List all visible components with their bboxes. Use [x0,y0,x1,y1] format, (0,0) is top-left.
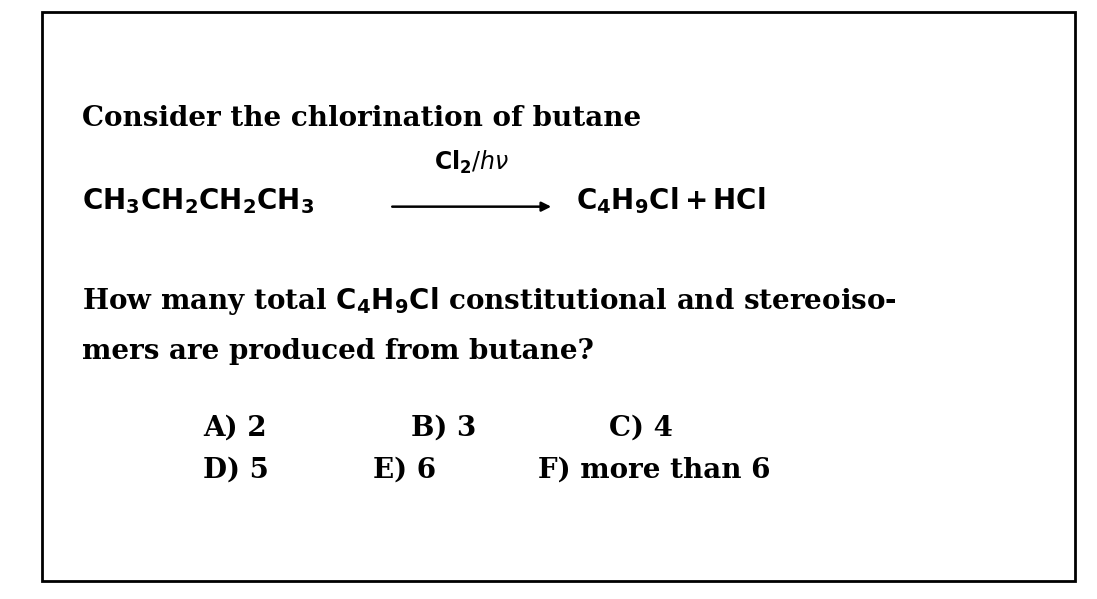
Text: A) 2: A) 2 [203,415,267,442]
Text: C) 4: C) 4 [609,415,672,442]
Text: F) more than 6: F) more than 6 [538,456,770,484]
Text: B) 3: B) 3 [411,415,476,442]
Text: D) 5: D) 5 [203,456,269,484]
Text: $\mathbf{C_4H_9Cl + HCl}$: $\mathbf{C_4H_9Cl + HCl}$ [576,185,766,216]
FancyBboxPatch shape [42,12,1075,581]
Text: $\mathrm{\mathbf{Cl_2}}/h\nu$: $\mathrm{\mathbf{Cl_2}}/h\nu$ [434,149,509,176]
Text: mers are produced from butane?: mers are produced from butane? [82,338,595,365]
Text: E) 6: E) 6 [373,456,437,484]
Text: Consider the chlorination of butane: Consider the chlorination of butane [82,105,642,132]
Text: How many total $\mathbf{C_4H_9Cl}$ constitutional and stereoiso-: How many total $\mathbf{C_4H_9Cl}$ const… [82,285,897,316]
Text: $\mathbf{CH_3CH_2CH_2CH_3}$: $\mathbf{CH_3CH_2CH_2CH_3}$ [82,186,315,216]
